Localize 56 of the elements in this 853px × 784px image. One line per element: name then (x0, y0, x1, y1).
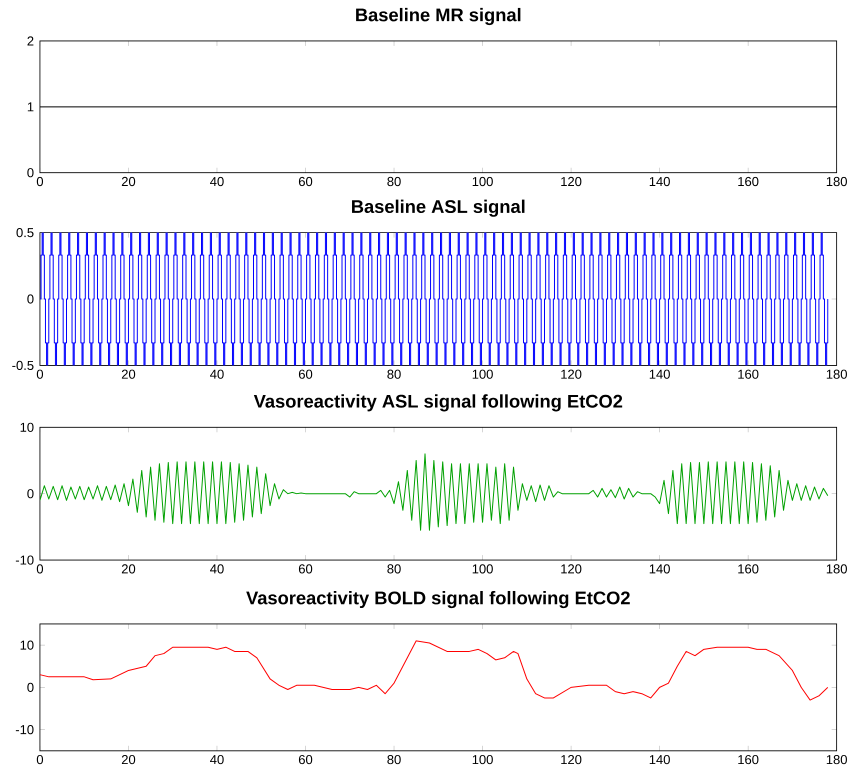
x-tick-label: 140 (650, 755, 670, 764)
x-tick-label: 20 (122, 370, 136, 379)
y-tick-label: 10 (20, 422, 34, 432)
x-tick-label: 160 (738, 177, 758, 186)
y-tick-label: -10 (16, 556, 34, 565)
y-tick-label: 1 (28, 102, 34, 112)
x-tick-label: 60 (298, 370, 312, 379)
chart-title: Baseline MR signal (356, 8, 520, 26)
x-tick-label: 100 (472, 564, 493, 574)
x-tick-label: 120 (561, 755, 582, 764)
x-tick-label: 20 (122, 564, 136, 574)
x-tick-label: 120 (561, 564, 582, 574)
y-tick-label: 0 (27, 682, 34, 692)
x-tick-label: 180 (826, 177, 847, 186)
x-tick-label: 60 (298, 177, 312, 186)
y-tick-label: 0.5 (16, 228, 34, 238)
x-tick-label: 100 (472, 755, 493, 764)
y-tick-label: -10 (16, 725, 34, 734)
chart-title: Vasoreactivity BOLD signal following EtCO2 (246, 591, 630, 608)
y-tick-label: -0.5 (12, 360, 34, 370)
x-tick-label: 100 (472, 177, 493, 186)
x-tick-label: 40 (210, 564, 224, 574)
chart-title: Baseline ASL signal (352, 200, 524, 217)
x-tick-label: 40 (210, 177, 224, 186)
x-tick-label: 0 (36, 177, 44, 186)
x-tick-label: 80 (387, 564, 401, 574)
x-tick-label: 40 (210, 755, 224, 764)
y-tick-label: 0 (27, 294, 34, 304)
x-tick-label: 160 (738, 564, 758, 574)
x-tick-label: 20 (122, 177, 136, 186)
x-tick-label: 60 (298, 755, 312, 764)
x-tick-label: 140 (650, 370, 670, 379)
x-tick-label: 140 (650, 564, 670, 574)
x-tick-label: 180 (826, 564, 847, 574)
x-tick-label: 140 (650, 177, 670, 186)
x-tick-label: 100 (472, 370, 493, 379)
x-tick-label: 60 (298, 564, 312, 574)
x-tick-label: 120 (561, 370, 582, 379)
chart-title: Vasoreactivity ASL signal following EtCO2 (254, 394, 622, 412)
x-tick-label: 80 (387, 177, 401, 186)
y-tick-label: 0 (27, 489, 34, 498)
x-tick-label: 0 (36, 755, 44, 764)
y-tick-label: 10 (20, 640, 34, 650)
x-tick-label: 0 (36, 370, 44, 379)
x-tick-label: 160 (738, 755, 758, 764)
x-tick-label: 180 (826, 755, 847, 764)
x-tick-label: 160 (738, 370, 758, 379)
x-tick-label: 80 (387, 370, 401, 379)
x-tick-label: 0 (36, 564, 44, 574)
x-tick-label: 20 (122, 755, 136, 764)
x-tick-label: 120 (561, 177, 582, 186)
x-tick-label: 40 (210, 370, 224, 379)
y-tick-label: 0 (27, 168, 34, 178)
x-tick-label: 80 (387, 755, 401, 764)
x-tick-label: 180 (826, 370, 847, 379)
y-tick-label: 2 (27, 36, 34, 46)
